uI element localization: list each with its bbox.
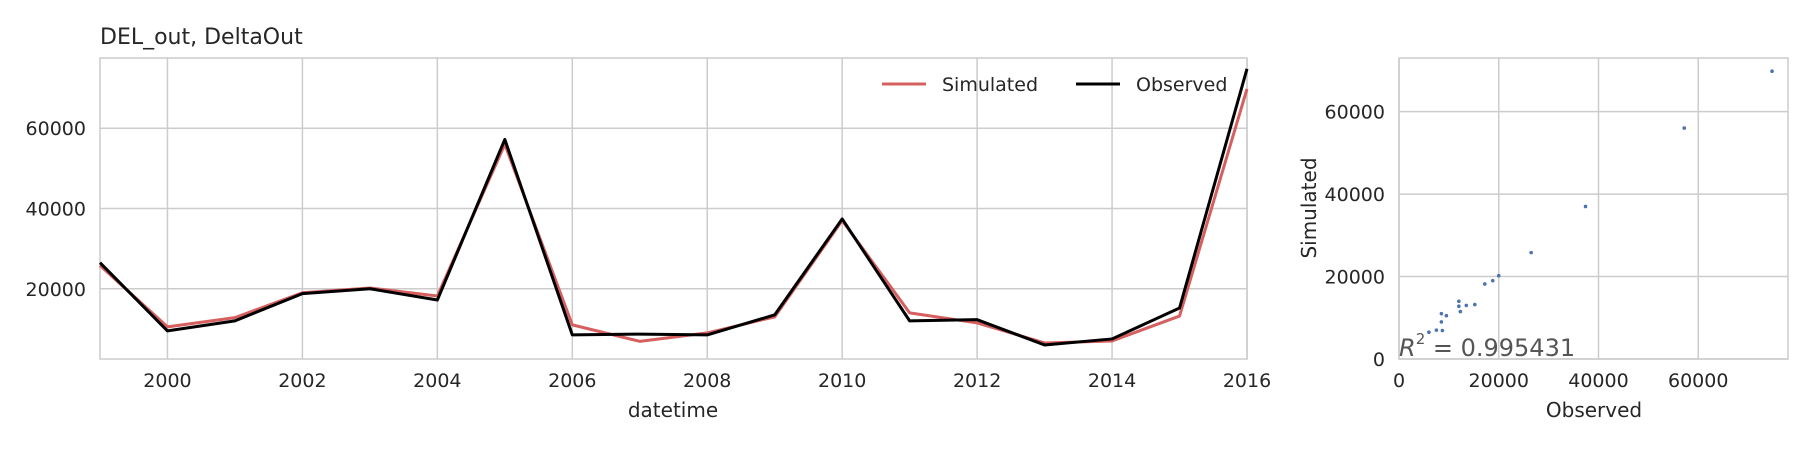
timeseries-lines [98,68,1249,347]
scatter-y-tick-label: 20000 [1325,267,1385,289]
timeseries-y-tick-label: 60000 [26,118,86,140]
timeseries-x-tick-label: 2016 [1223,370,1271,392]
timeseries-frame [99,57,1248,360]
timeseries-x-tick-label: 2006 [548,370,596,392]
scatter-point [1529,250,1533,255]
scatter-y-axis-label: Simulated [1297,157,1321,258]
timeseries-y-tick-label: 40000 [26,199,86,221]
scatter-point [1770,69,1774,73]
r-squared-annotation: R2 = 0.995431 [1399,330,1575,362]
legend-label-simulated: Simulated [942,74,1038,96]
timeseries-x-tick-label: 2000 [143,370,191,392]
scatter-x-tick-label: 0 [1393,370,1405,392]
scatter-point [1482,282,1487,286]
timeseries-x-axis-label: datetime [628,398,718,422]
scatter-x-tick-label: 60000 [1668,370,1728,392]
scatter-x-ticks: 0 20000 40000 60000 [1393,370,1729,392]
scatter-point [1439,311,1444,316]
timeseries-y-tick-label: 20000 [26,279,86,301]
scatter-frame [1398,57,1789,360]
scatter-y-tick-label: 0 [1373,349,1385,371]
scatter-point [1473,302,1477,307]
timeseries-x-tick-label: 2010 [818,370,866,392]
scatter-point [1434,328,1439,332]
timeseries-x-tick-label: 2008 [683,370,731,392]
scatter-point [1444,313,1449,318]
timeseries-grid [100,58,1248,359]
scatter-y-tick-label: 60000 [1325,102,1385,124]
scatter-point [1457,299,1461,304]
legend-label-observed: Observed [1136,74,1227,96]
timeseries-y-ticks: 20000 40000 60000 [26,118,86,301]
scatter-point [1583,204,1588,209]
scatter-point [1496,273,1501,278]
chart-title: DEL_out, DeltaOut [100,25,303,50]
scatter-point [1427,330,1431,334]
scatter-point [1458,309,1463,314]
scatter-x-axis-label: Observed [1546,398,1642,422]
timeseries-x-tick-label: 2014 [1088,370,1136,392]
scatter-point [1682,126,1687,130]
scatter-x-tick-label: 40000 [1568,370,1628,392]
r-squared-exponent: 2 [1416,330,1426,348]
scatter-point [1439,320,1444,324]
scatter-grid [1398,58,1788,360]
scatter-point [1464,303,1469,308]
series-line-observed [98,68,1249,347]
scatter-point [1457,304,1461,309]
timeseries-x-tick-label: 2004 [413,370,461,392]
scatter-point [1490,278,1495,283]
timeseries-x-tick-label: 2012 [953,370,1001,392]
scatter-x-tick-label: 20000 [1469,370,1529,392]
legend: Simulated Observed [882,74,1227,96]
scatter-points [1427,69,1774,334]
scatter-y-ticks: 0 20000 40000 60000 [1325,102,1385,371]
timeseries-x-tick-label: 2002 [278,370,326,392]
r-squared-value: = 0.995431 [1425,334,1575,362]
timeseries-x-ticks: 2000 2002 2004 2006 2008 2010 2012 2014 2016 [143,370,1271,392]
scatter-point [1440,328,1445,333]
r-squared-symbol: R [1399,334,1416,362]
scatter-y-tick-label: 40000 [1325,184,1385,206]
